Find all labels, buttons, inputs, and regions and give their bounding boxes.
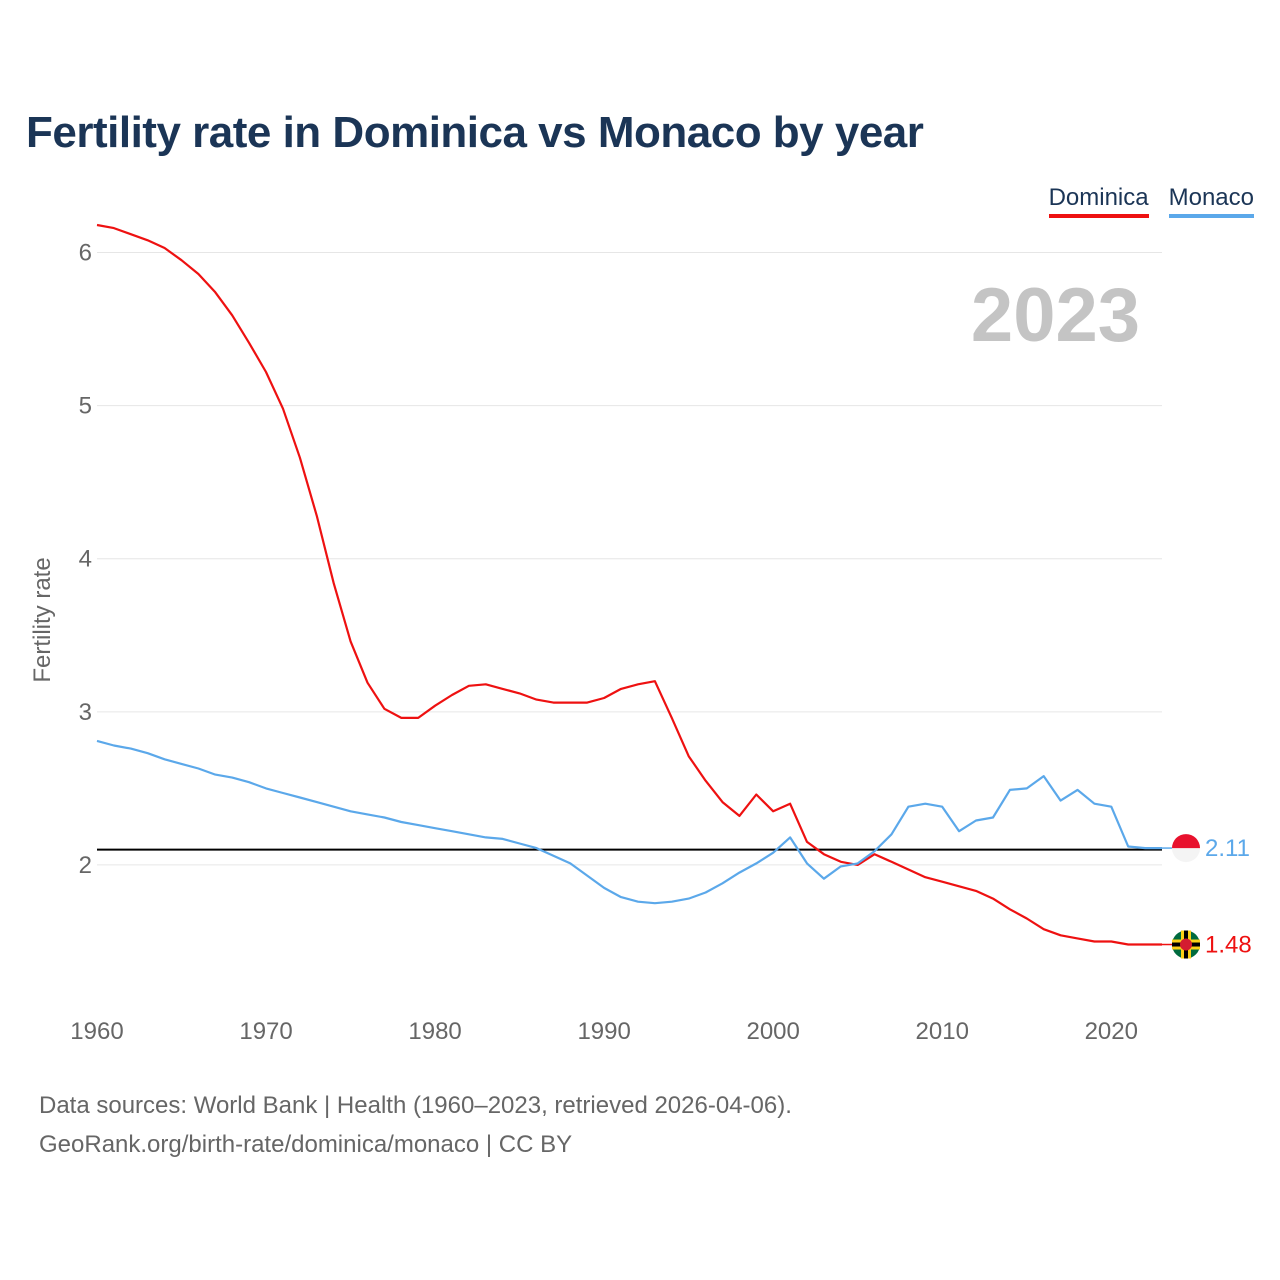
end-value-label-monaco: 2.11 bbox=[1205, 835, 1250, 862]
footer: Data sources: World Bank | Health (1960–… bbox=[39, 1086, 792, 1164]
y-axis-label: Fertility rate bbox=[29, 557, 56, 682]
chart-legend: Dominica Monaco bbox=[1048, 184, 1254, 218]
chart-title: Fertility rate in Dominica vs Monaco by … bbox=[26, 108, 924, 157]
series-line-monaco bbox=[96, 739, 1162, 905]
x-tick-label-1970: 1970 bbox=[239, 1018, 292, 1045]
flag-monaco-red bbox=[1172, 834, 1200, 849]
x-tick-label-2000: 2000 bbox=[746, 1018, 799, 1045]
series-line-dominica bbox=[96, 223, 1162, 946]
y-tick-label-2: 2 bbox=[79, 852, 92, 879]
end-value-label-dominica: 1.48 bbox=[1205, 932, 1252, 959]
x-tick-label-1990: 1990 bbox=[577, 1018, 630, 1045]
footer-sources: Data sources: World Bank | Health (1960–… bbox=[39, 1092, 792, 1119]
flag-icon-monaco bbox=[1172, 834, 1200, 863]
x-tick-label-1960: 1960 bbox=[70, 1018, 123, 1045]
legend-item-dominica[interactable]: Dominica bbox=[1048, 184, 1149, 218]
x-tick-label-2020: 2020 bbox=[1085, 1018, 1138, 1045]
legend-item-monaco[interactable]: Monaco bbox=[1168, 184, 1254, 218]
flag-icon-dominica bbox=[1172, 930, 1200, 959]
flag-dominica-disc bbox=[1180, 938, 1192, 951]
y-tick-label-4: 4 bbox=[79, 546, 92, 573]
y-tick-label-5: 5 bbox=[79, 393, 92, 420]
x-tick-label-1980: 1980 bbox=[408, 1018, 461, 1045]
x-tick-label-2010: 2010 bbox=[916, 1018, 969, 1045]
year-label: 2023 bbox=[971, 273, 1140, 358]
y-tick-label-6: 6 bbox=[79, 240, 92, 267]
y-tick-label-3: 3 bbox=[79, 699, 92, 726]
footer-attribution[interactable]: GeoRank.org/birth-rate/dominica/monaco |… bbox=[39, 1131, 573, 1158]
